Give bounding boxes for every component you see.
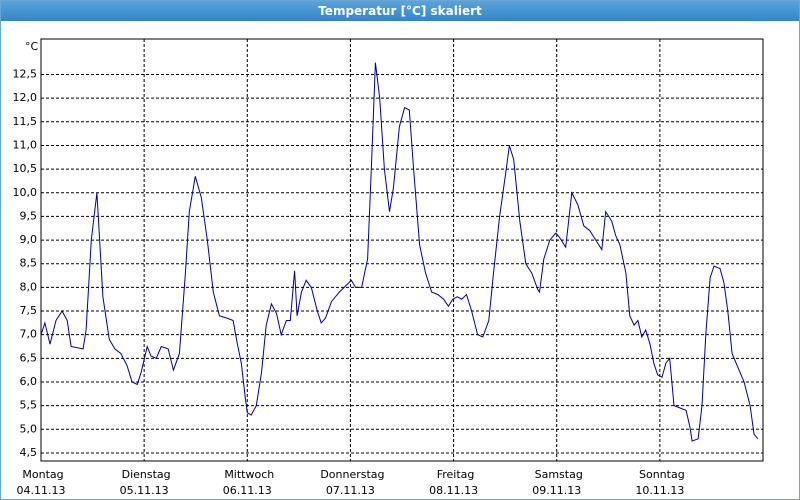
y-tick-label: 10,0 [13,186,38,199]
y-tick-label: 7,5 [20,304,38,317]
x-tick-date: 09.11.13 [532,484,581,497]
y-tick-label: 12,0 [13,91,38,104]
x-tick-date: 06.11.13 [223,484,272,497]
y-tick-label: 6,0 [20,375,38,388]
y-tick-label: 12,5 [13,67,38,80]
x-tick-date: 08.11.13 [429,484,478,497]
x-tick-date: 04.11.13 [17,484,66,497]
y-tick-label: 11,5 [13,115,38,128]
y-tick-label: 4,5 [20,446,38,459]
x-tick-label: Donnerstag [320,468,384,481]
y-tick-label: 8,5 [20,257,38,270]
title-bar: Temperatur [°C] skaliert [1,1,799,21]
x-tick-label: Montag [22,468,63,481]
x-tick-date: 10.11.13 [635,484,684,497]
y-tick-label: 9,5 [20,209,38,222]
y-tick-label: 7,0 [20,328,38,341]
x-tick-label: Mittwoch [224,468,274,481]
x-tick-date: 07.11.13 [326,484,375,497]
chart: 4,5 5,0 5,5 6,0 6,5 7,0 7,5 8,0 8,5 9,0 9,5 10,0 10,… [13,38,764,497]
plot-frame [40,38,764,462]
y-tick-label: 10,5 [13,162,38,175]
y-tick-label: 5,0 [20,422,38,435]
y-tick-label: 6,5 [20,351,38,364]
x-tick-label: Samstag [535,468,583,481]
y-tick-label: 8,0 [20,280,38,293]
x-tick-label: Dienstag [122,468,171,481]
y-tick-label: 11,0 [13,138,38,151]
x-tick-label: Freitag [437,468,475,481]
y-unit: °C [25,40,39,53]
y-tick-label: 9,0 [20,233,38,246]
y-tick-label: 5,5 [20,399,38,412]
temperature-line [40,62,759,442]
x-tick-date: 05.11.13 [120,484,169,497]
x-tick-label: Sonntag [639,468,685,481]
